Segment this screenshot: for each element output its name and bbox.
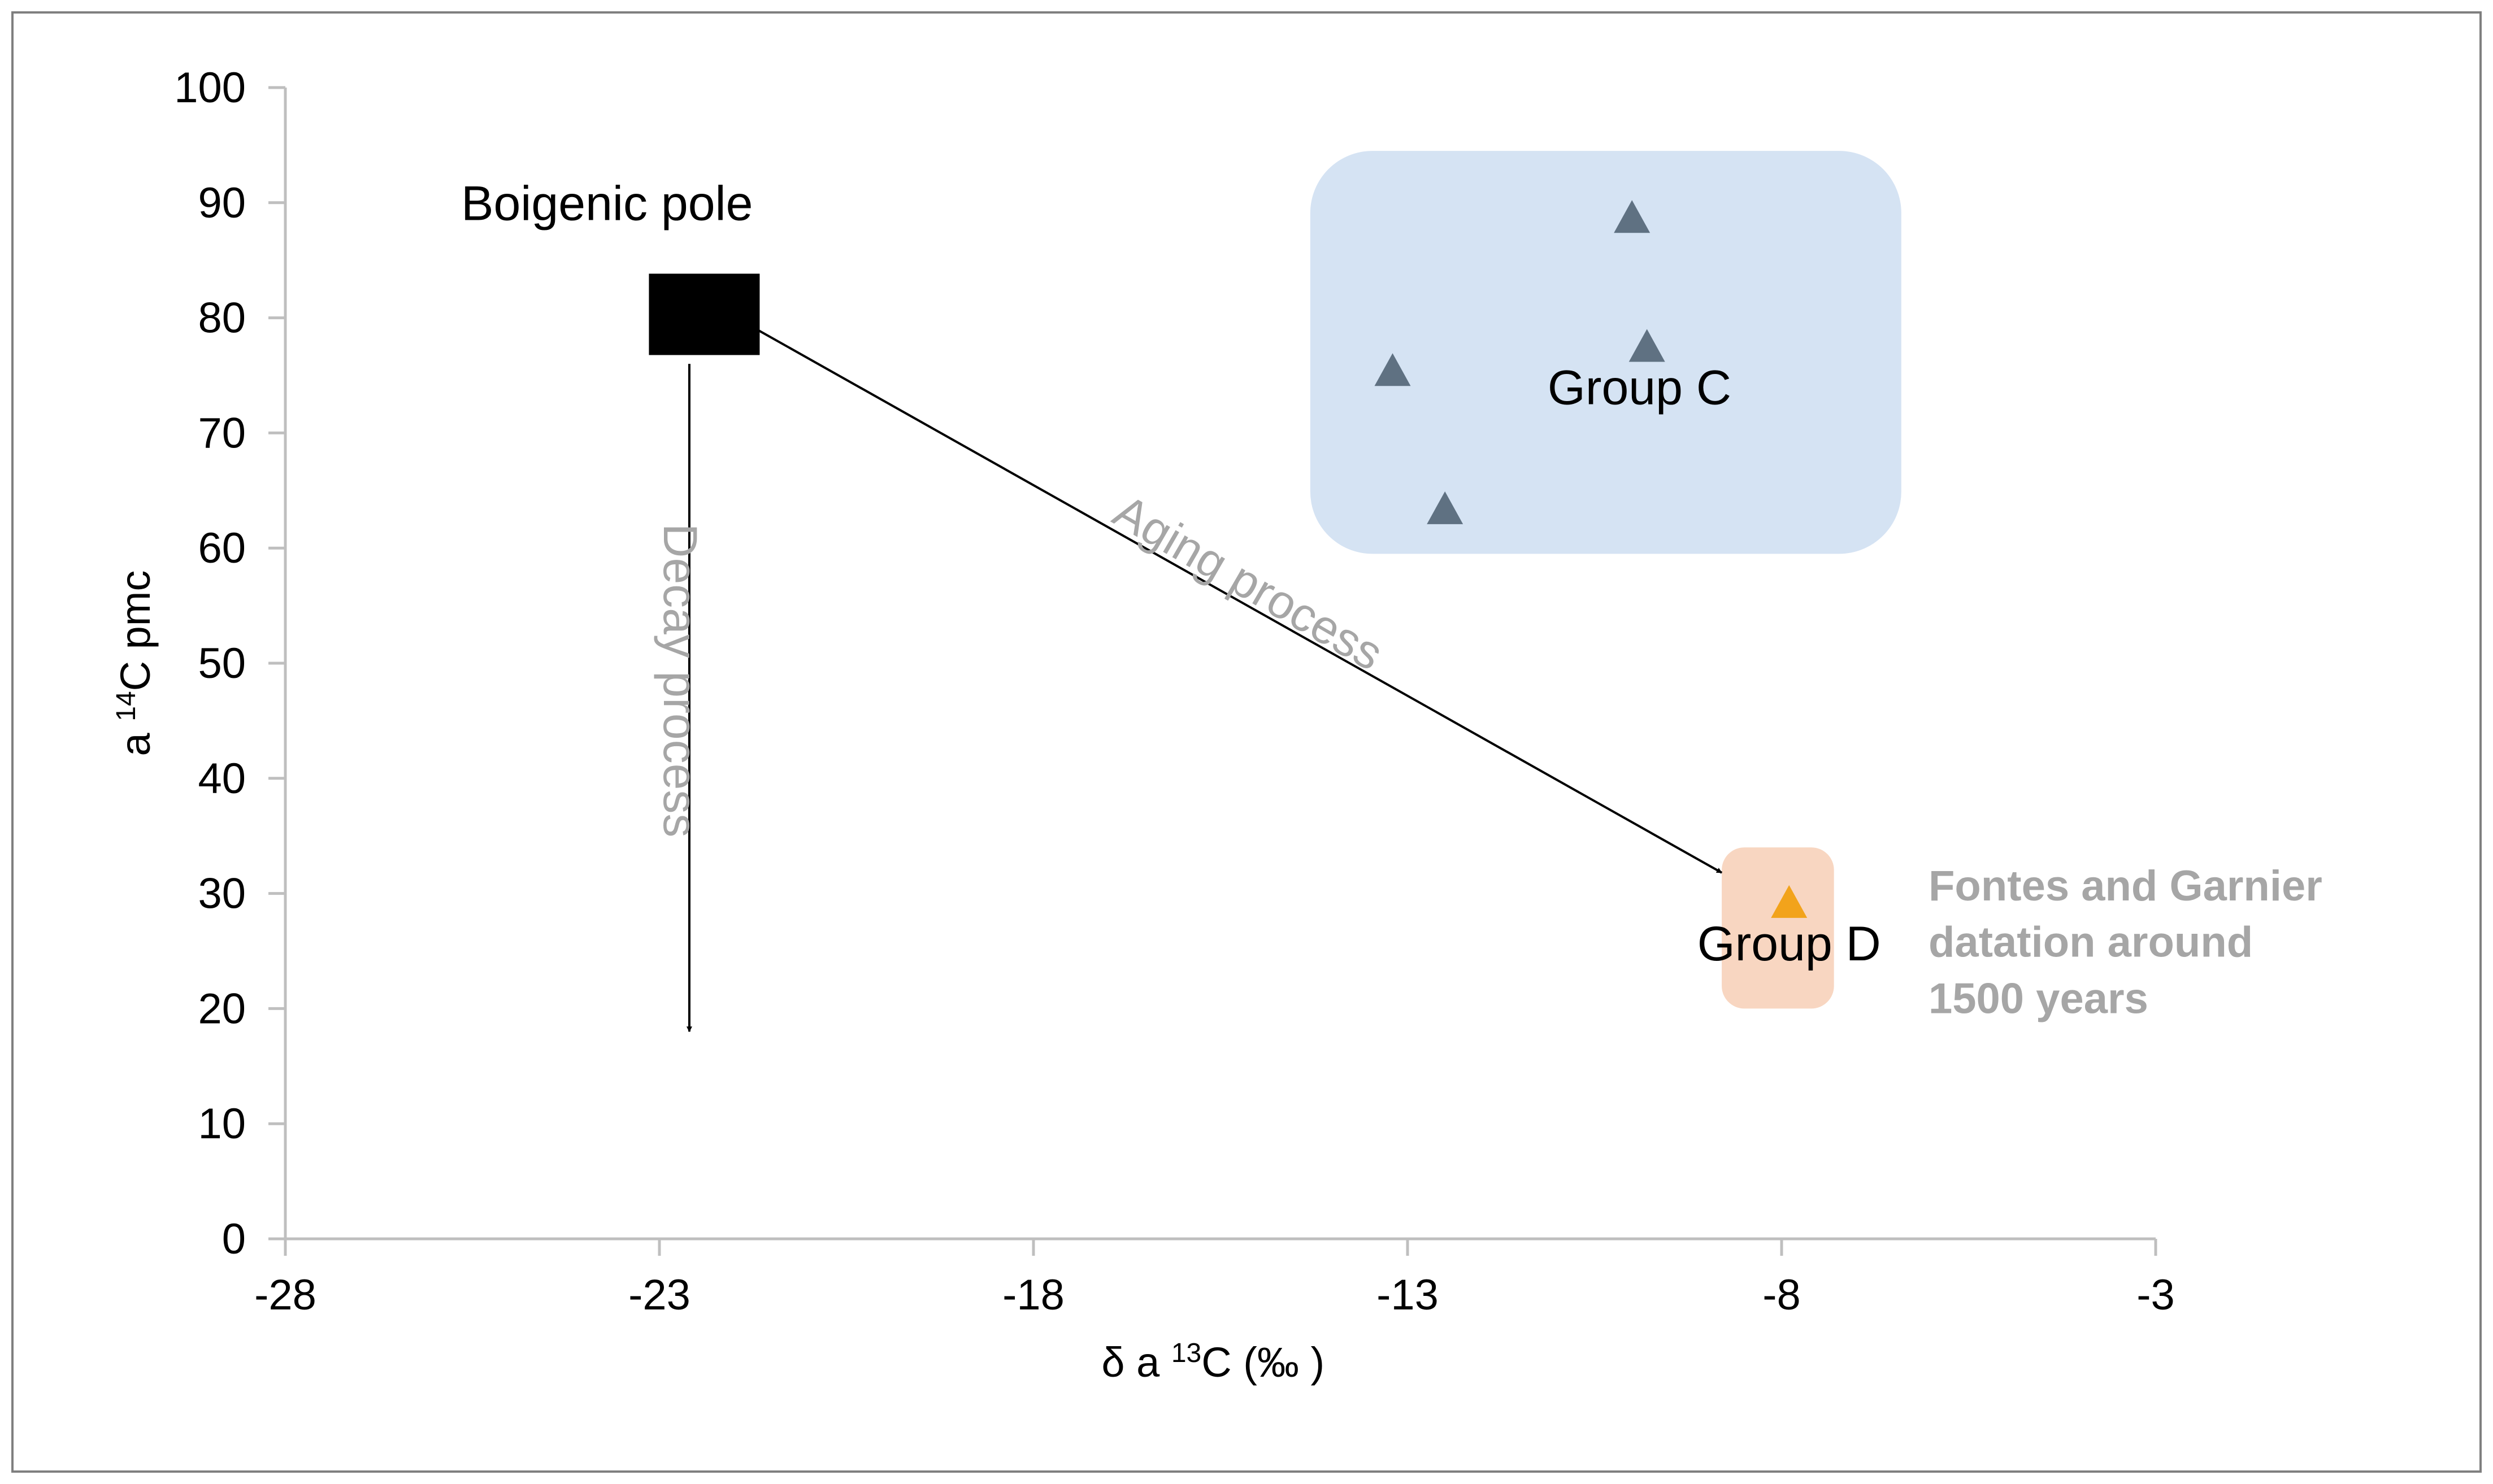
x-tick-label: -18 xyxy=(1002,1271,1065,1319)
decay-process-label: Decay process xyxy=(654,524,707,838)
annotation-line: datation around xyxy=(1929,919,2253,967)
y-axis-title: a 14C pmc xyxy=(111,571,159,756)
fontes-garnier-annotation: Fontes and Garnier datation around 1500 … xyxy=(1929,862,2334,1023)
annotation-line: Fontes and Garnier xyxy=(1929,862,2322,910)
group-d-point xyxy=(1771,885,1808,918)
group-c-label: Group C xyxy=(1548,360,1731,415)
biogenic-pole-label: Boigenic pole xyxy=(461,176,753,230)
y-tick-label: 50 xyxy=(198,639,246,687)
y-tick-label: 30 xyxy=(198,870,246,918)
group-c-point xyxy=(1628,329,1665,362)
y-tick-label: 80 xyxy=(198,294,246,342)
group-c-point xyxy=(1374,353,1411,386)
annotation-line: 1500 years xyxy=(1929,975,2148,1023)
chart-frame xyxy=(11,11,2482,1473)
y-tick-label: 40 xyxy=(198,755,246,803)
region-layer xyxy=(1310,151,1901,1009)
group-c-point xyxy=(1427,491,1463,524)
group-d-label: Group D xyxy=(1697,917,1881,971)
y-tick-label: 10 xyxy=(198,1100,246,1148)
x-axis-ticks: -28 -23 -18 -13 -8 -3 xyxy=(254,1239,2175,1319)
aging-process-arrow xyxy=(756,328,1723,874)
x-tick-label: -23 xyxy=(628,1271,690,1319)
y-axis-ticks: 0 10 20 30 40 50 60 70 80 90 100 xyxy=(174,64,285,1263)
biogenic-pole-marker xyxy=(649,273,760,355)
y-tick-label: 20 xyxy=(198,985,246,1033)
region-group-c xyxy=(1310,151,1901,554)
y-tick-label: 100 xyxy=(174,64,246,112)
x-tick-label: -3 xyxy=(2136,1271,2175,1319)
region-group-d xyxy=(1722,847,1834,1009)
y-tick-label: 60 xyxy=(198,524,246,572)
x-axis-title: δ a 13C (‰ ) xyxy=(1101,1338,1324,1386)
y-tick-label: 0 xyxy=(222,1215,246,1263)
group-c-point xyxy=(1614,200,1651,233)
y-tick-label: 90 xyxy=(198,179,246,227)
x-tick-label: -13 xyxy=(1376,1271,1439,1319)
x-tick-label: -28 xyxy=(254,1271,316,1319)
data-points xyxy=(1374,200,1808,918)
y-tick-label: 70 xyxy=(198,409,246,457)
x-tick-label: -8 xyxy=(1762,1271,1801,1319)
process-arrows xyxy=(686,328,1723,1033)
